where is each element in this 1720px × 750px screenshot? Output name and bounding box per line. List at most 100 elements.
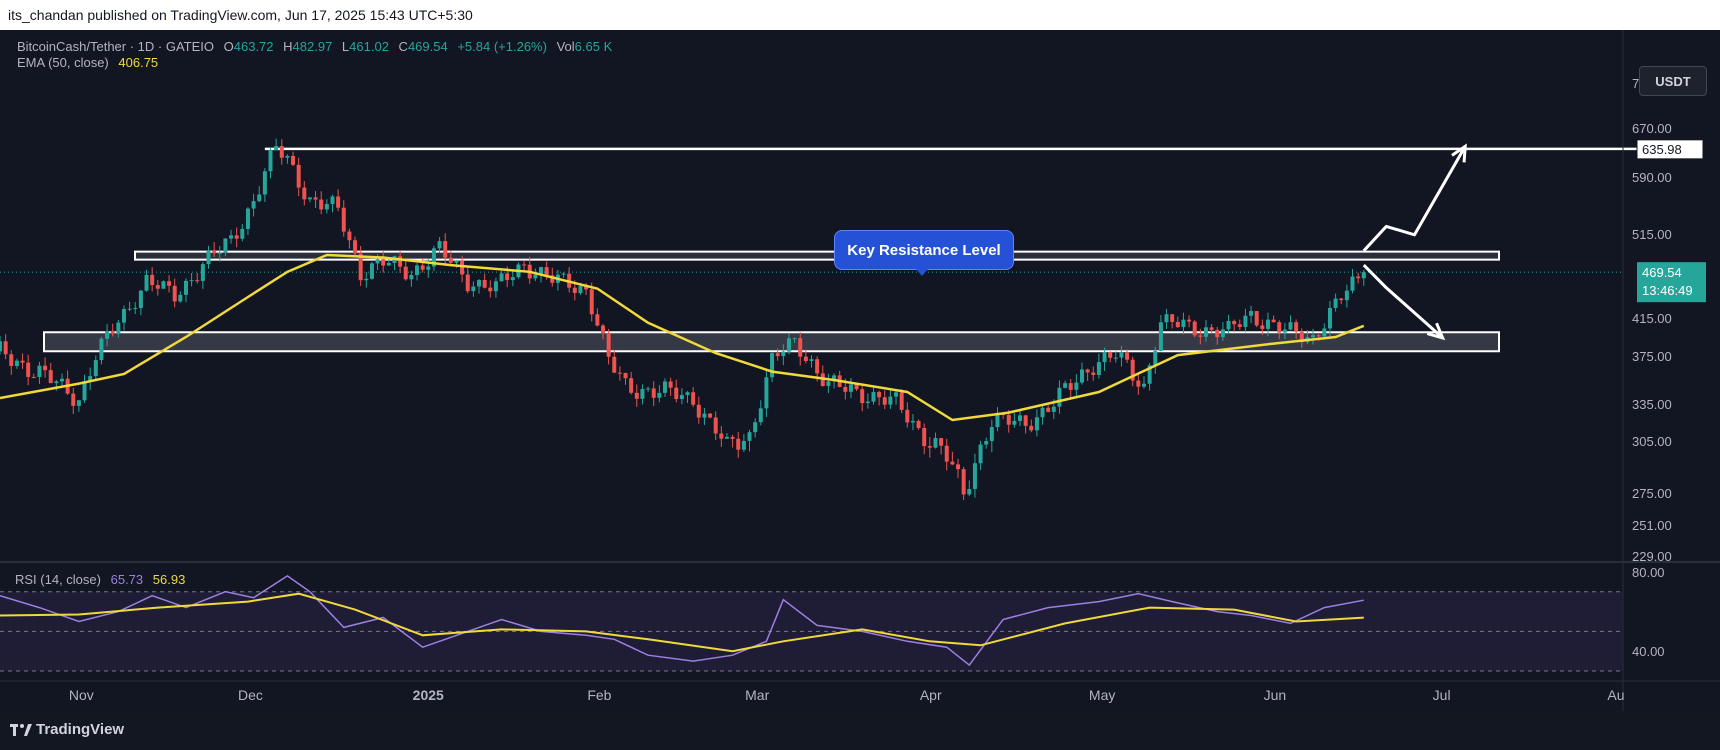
candle-body — [1057, 387, 1062, 407]
candle-body — [172, 285, 177, 302]
candle-body — [634, 392, 639, 399]
candle-body — [629, 378, 634, 393]
ohlc-open: O463.72 — [224, 39, 274, 54]
rsi-legend[interactable]: RSI (14, close) 65.73 56.93 — [15, 572, 191, 587]
volume: Vol6.65 K — [557, 39, 613, 54]
candle-body — [369, 263, 374, 279]
time-tick-label: Mar — [745, 687, 769, 703]
price-tick-label: 590.00 — [1632, 170, 1672, 185]
high-value: 482.97 — [292, 39, 333, 54]
rsi-tick-label: 40.00 — [1632, 644, 1665, 659]
candle-body — [510, 277, 515, 281]
candle-body — [905, 409, 910, 423]
candle-body — [1175, 321, 1180, 328]
candle-body — [31, 376, 36, 378]
candle-body — [995, 413, 1000, 428]
candle-body — [1265, 319, 1270, 329]
candle-body — [696, 404, 701, 418]
candle-body — [1220, 329, 1225, 338]
candle-body — [448, 257, 453, 263]
candle-body — [471, 286, 476, 292]
candle-body — [505, 273, 510, 281]
candle-body — [1040, 407, 1045, 418]
candle-body — [127, 308, 132, 310]
candle-body — [1294, 322, 1299, 332]
rsi-ma-line — [0, 592, 1364, 653]
candle-body — [1215, 329, 1220, 338]
support-zone — [43, 331, 1500, 353]
candle-body — [882, 397, 887, 405]
candle-body — [105, 330, 110, 339]
candle-body — [1282, 329, 1287, 333]
candle-body — [775, 353, 780, 357]
tradingview-brand[interactable]: TradingView — [36, 721, 125, 738]
candle-body — [110, 330, 115, 333]
candle-body — [956, 464, 961, 470]
candle-body — [285, 155, 290, 158]
candle-body — [1119, 352, 1124, 358]
candle-body — [206, 250, 211, 265]
candle-body — [1344, 290, 1349, 301]
candle-body — [1080, 369, 1084, 383]
candle-body — [1232, 321, 1237, 325]
candle-body — [307, 197, 312, 200]
candle-body — [426, 266, 431, 270]
tradingview-logo-icon — [10, 724, 32, 736]
time-tick-label: Feb — [587, 687, 611, 703]
candle-body — [871, 391, 876, 402]
currency-button[interactable]: USDT — [1639, 66, 1707, 96]
publisher-bar: its_chandan published on TradingView.com… — [0, 0, 1720, 30]
rsi-layer — [0, 574, 1623, 672]
candle-body — [499, 273, 504, 282]
candle-body — [71, 393, 76, 406]
time-tick-label: Au — [1607, 687, 1624, 703]
low-label: L — [341, 39, 350, 54]
candle-body — [319, 199, 324, 210]
candle-body — [989, 427, 994, 442]
candle-body — [719, 433, 724, 439]
candle-body — [578, 286, 583, 293]
key-resistance-callout: Key Resistance Level — [834, 230, 1014, 270]
candle-body — [482, 280, 487, 288]
candle-body — [584, 286, 589, 290]
candle-body — [1085, 369, 1090, 373]
candle-body — [9, 354, 14, 367]
target-price-label: 635.98 — [1642, 142, 1682, 157]
target-price-box — [1636, 139, 1704, 160]
candle-body — [121, 309, 126, 323]
chart-frame[interactable]: 635.98 469.54 13:46:49 229.00 251.00 275.00 3… — [0, 30, 1720, 711]
candle-body — [437, 241, 442, 249]
candle-body — [927, 446, 932, 448]
candle-body — [724, 436, 729, 439]
candle-body — [764, 377, 769, 409]
candle-body — [1006, 415, 1011, 425]
candle-body — [1243, 315, 1248, 327]
rsi-tick-label: 80.00 — [1632, 565, 1665, 580]
symbol-name[interactable]: BitcoinCash/Tether · 1D · GATEIO — [17, 39, 214, 54]
candle-body — [1260, 325, 1265, 329]
candle-body — [848, 384, 853, 392]
candle-body — [679, 395, 684, 400]
candle-body — [59, 378, 64, 382]
time-tick-label: May — [1089, 687, 1115, 703]
candle-body — [189, 280, 194, 282]
candle-body — [685, 392, 690, 396]
candle-body — [353, 240, 358, 254]
zones-layer: 635.98 469.54 13:46:49 — [0, 139, 1706, 353]
candle-body — [1339, 298, 1344, 301]
candle-body — [674, 387, 679, 400]
time-tick-label: Nov — [69, 687, 94, 703]
candle-body — [48, 370, 53, 384]
candle-body — [330, 196, 335, 205]
projection-arrows — [1362, 143, 1467, 341]
candle-body — [894, 392, 899, 397]
candle-body — [651, 388, 656, 398]
chart-canvas[interactable]: 635.98 469.54 13:46:49 229.00 251.00 275.00 3… — [0, 30, 1720, 711]
ema-legend[interactable]: EMA (50, close) 406.75 — [17, 55, 164, 70]
time-tick-label: Jul — [1433, 687, 1451, 703]
candle-body — [279, 146, 284, 158]
candle-body — [133, 308, 138, 310]
countdown-label: 13:46:49 — [1642, 283, 1693, 298]
ema-value: 406.75 — [118, 55, 159, 70]
rsi-value: 65.73 — [110, 572, 144, 587]
